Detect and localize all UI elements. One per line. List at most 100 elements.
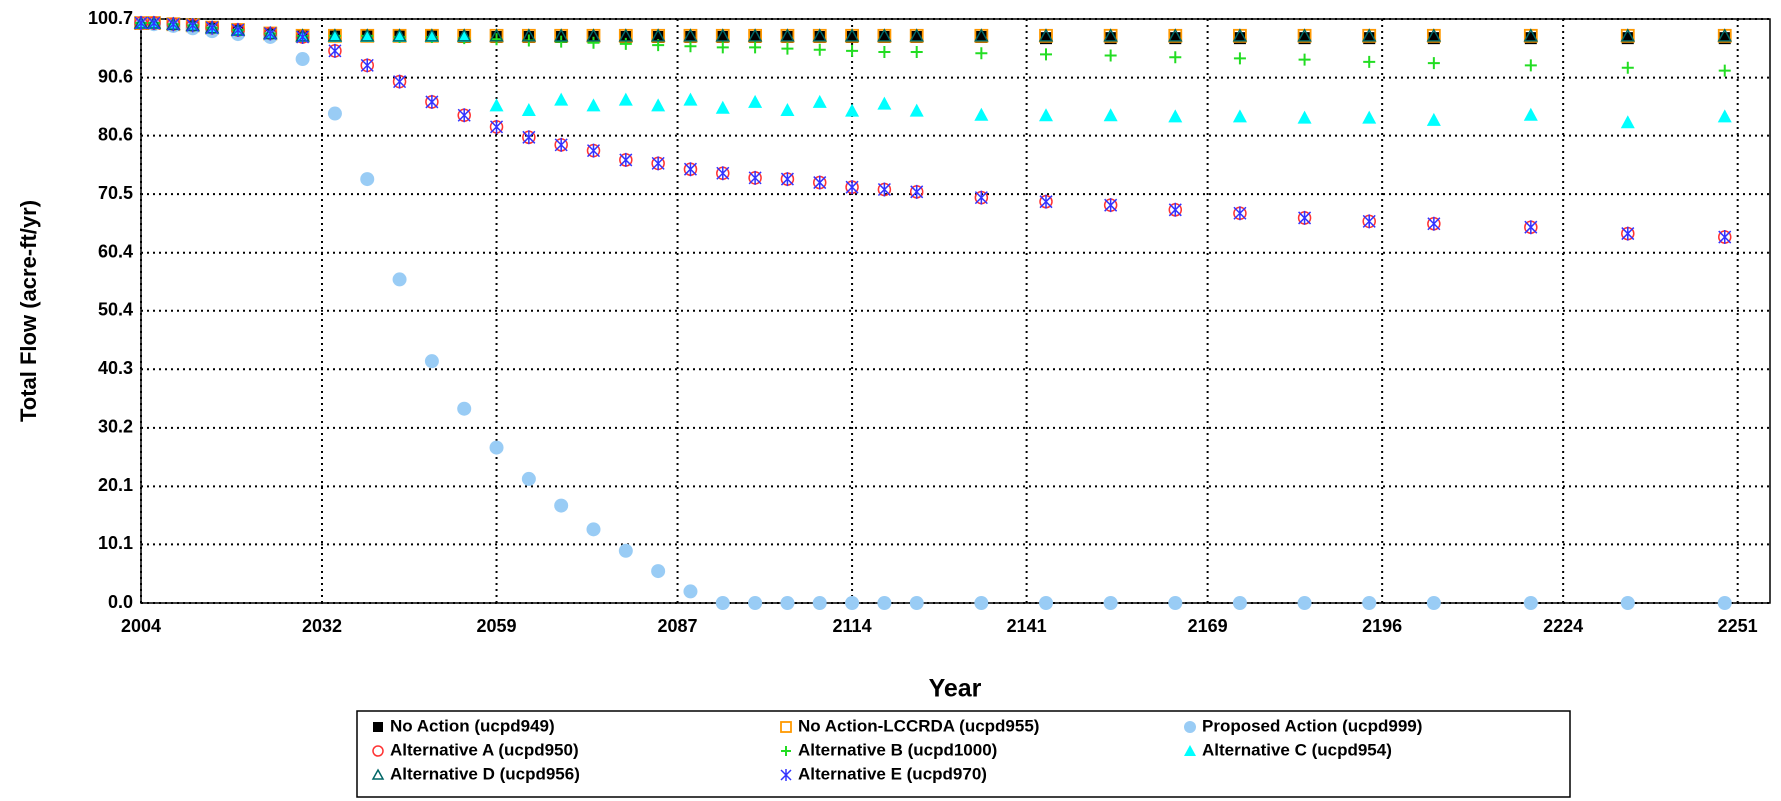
marker	[147, 16, 161, 31]
marker	[327, 28, 343, 42]
marker	[1039, 194, 1053, 209]
marker	[683, 28, 698, 42]
x-tick-label: 2114	[833, 616, 872, 636]
marker	[1362, 596, 1377, 610]
marker	[1523, 28, 1539, 42]
marker	[186, 18, 200, 33]
marker	[618, 92, 633, 106]
marker	[716, 166, 730, 181]
marker	[684, 40, 697, 53]
marker	[877, 96, 892, 110]
marker	[372, 745, 384, 757]
marker	[1524, 59, 1537, 72]
marker	[489, 98, 504, 112]
marker	[296, 29, 310, 44]
y-tick-label: 20.1	[98, 475, 133, 495]
marker	[489, 28, 504, 42]
marker	[360, 28, 375, 42]
marker	[845, 596, 860, 610]
marker	[489, 440, 504, 455]
marker	[360, 172, 375, 187]
marker	[1363, 55, 1376, 68]
marker	[651, 564, 666, 579]
marker	[1362, 110, 1377, 124]
marker	[974, 28, 989, 42]
marker	[1039, 596, 1053, 610]
marker	[1038, 28, 1054, 42]
legend-text: Alternative B (ucpd1000)	[798, 740, 997, 759]
plot-area	[141, 19, 1770, 603]
legend-text: Alternative D (ucpd956)	[390, 764, 580, 783]
marker	[586, 522, 601, 537]
marker	[1621, 61, 1634, 74]
marker	[975, 47, 988, 60]
marker	[618, 28, 634, 42]
marker	[1362, 214, 1376, 229]
marker	[166, 17, 180, 32]
marker	[521, 28, 537, 42]
marker	[424, 28, 439, 42]
marker	[1233, 52, 1246, 65]
marker	[812, 94, 827, 108]
marker	[1717, 596, 1732, 610]
marker	[295, 52, 310, 67]
marker	[360, 58, 374, 73]
marker	[1523, 596, 1538, 610]
marker	[1184, 721, 1196, 733]
marker	[1233, 206, 1247, 221]
marker	[683, 92, 698, 106]
y-tick-label: 0.0	[108, 592, 133, 612]
marker	[1168, 202, 1182, 217]
marker	[1523, 107, 1538, 121]
marker	[587, 36, 600, 49]
marker	[846, 44, 859, 57]
marker	[1297, 596, 1312, 610]
x-tick-label: 2196	[1362, 616, 1402, 636]
marker	[231, 23, 245, 38]
marker	[715, 28, 731, 42]
marker	[651, 98, 666, 112]
marker	[263, 26, 277, 41]
marker	[586, 98, 601, 112]
marker	[1168, 596, 1183, 610]
marker	[457, 28, 472, 42]
marker	[1232, 28, 1248, 42]
marker	[1297, 110, 1312, 124]
marker	[877, 596, 892, 610]
marker	[813, 43, 826, 56]
marker	[1103, 108, 1118, 122]
marker	[1620, 596, 1635, 610]
legend-text: Alternative E (ucpd970)	[798, 764, 987, 783]
marker	[424, 354, 439, 369]
legend-text: No Action (ucpd949)	[390, 716, 555, 735]
marker	[1427, 216, 1441, 231]
marker	[1361, 28, 1377, 42]
marker	[812, 596, 827, 610]
marker	[327, 28, 342, 42]
marker	[1040, 48, 1052, 61]
marker	[974, 107, 989, 121]
marker	[650, 28, 666, 42]
marker	[1297, 28, 1312, 42]
marker	[1169, 51, 1182, 64]
marker	[521, 103, 536, 117]
marker	[909, 596, 924, 610]
y-tick-label: 40.3	[98, 358, 133, 378]
legend-text: Proposed Action (ucpd999)	[1202, 716, 1422, 735]
marker	[844, 28, 860, 42]
x-tick-label: 2087	[658, 616, 698, 636]
legend-text: No Action-LCCRDA (ucpd955)	[798, 716, 1039, 735]
marker	[747, 28, 763, 42]
marker	[845, 180, 859, 195]
marker	[457, 401, 472, 416]
marker	[780, 769, 792, 781]
marker	[554, 137, 568, 152]
marker	[845, 103, 860, 117]
marker	[780, 103, 795, 117]
y-tick-label: 30.2	[98, 417, 133, 437]
marker	[1718, 230, 1732, 245]
marker	[327, 106, 342, 121]
marker	[586, 143, 601, 158]
marker	[619, 37, 632, 50]
marker	[1103, 596, 1118, 610]
